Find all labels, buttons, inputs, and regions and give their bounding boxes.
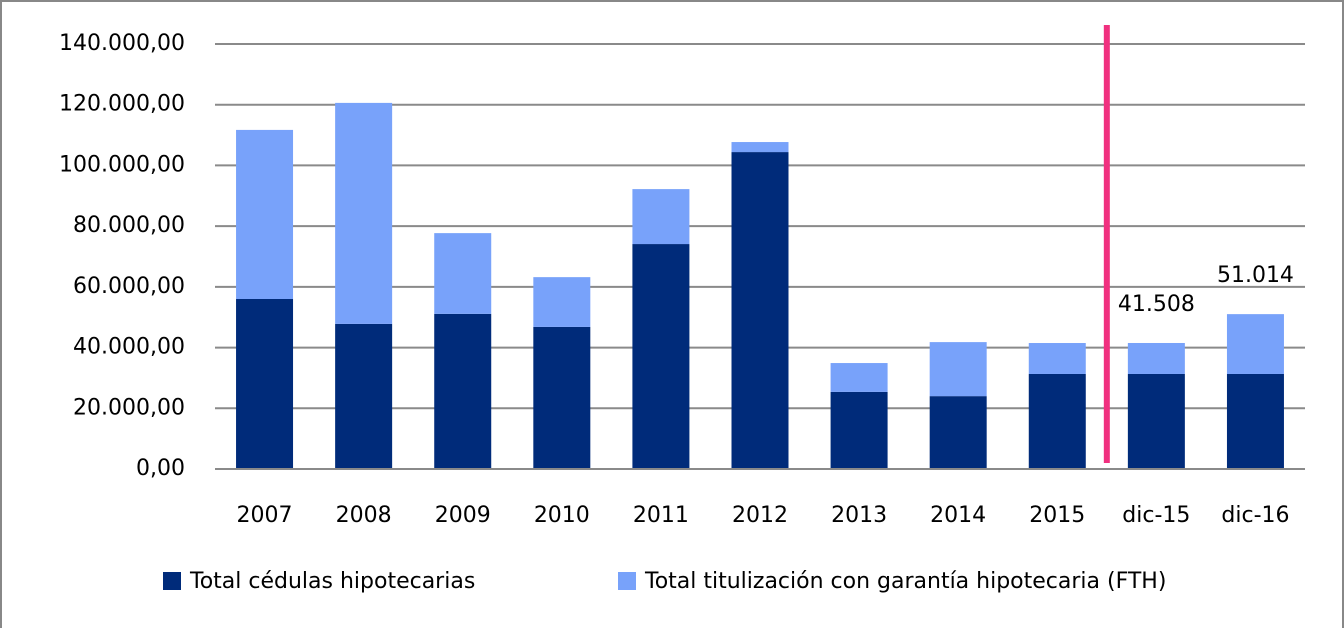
bar-segment xyxy=(434,313,492,469)
x-tick-label: dic-15 xyxy=(1122,503,1190,528)
y-tick-label: 80.000,00 xyxy=(73,213,185,238)
bar-segment xyxy=(929,396,987,469)
y-tick-label: 40.000,00 xyxy=(73,335,185,360)
x-tick-label: 2010 xyxy=(534,503,590,528)
bar-segment xyxy=(830,391,888,469)
bar-segment xyxy=(1226,373,1284,469)
y-tick-label: 60.000,00 xyxy=(73,274,185,299)
x-tick-label: 2012 xyxy=(732,503,788,528)
annotation: 41.508 xyxy=(1118,292,1195,317)
bar-segment xyxy=(1127,342,1185,374)
bar-segment xyxy=(731,152,789,470)
bar-segment xyxy=(1127,373,1185,469)
bar-segment xyxy=(335,102,393,324)
x-tick-label: 2009 xyxy=(435,503,491,528)
y-tick-label: 140.000,00 xyxy=(59,31,185,56)
bar-segment xyxy=(533,277,591,327)
bar-segment xyxy=(434,233,492,314)
bar-segment xyxy=(335,323,393,469)
x-tick-label: 2008 xyxy=(336,503,392,528)
bar-segment xyxy=(1028,373,1086,469)
legend-label: Total titulización con garantía hipoteca… xyxy=(644,569,1166,594)
bar-segment xyxy=(632,189,690,245)
bar-segment xyxy=(236,299,294,469)
y-tick-label: 20.000,00 xyxy=(73,395,185,420)
bar-segment xyxy=(1226,314,1284,374)
bar-segment xyxy=(632,244,690,469)
legend-swatch xyxy=(618,572,636,590)
bar-segment xyxy=(929,342,987,397)
y-tick-label: 100.000,00 xyxy=(59,152,185,177)
legend-label: Total cédulas hipotecarias xyxy=(189,569,475,594)
annotation: 51.014 xyxy=(1217,263,1294,288)
x-tick-label: 2015 xyxy=(1029,503,1085,528)
bar-segment xyxy=(1028,343,1086,374)
x-tick-label: dic-16 xyxy=(1221,503,1289,528)
x-tick-label: 2011 xyxy=(633,503,689,528)
legend-swatch xyxy=(163,572,181,590)
x-tick-label: 2013 xyxy=(831,503,887,528)
bar-segment xyxy=(533,326,591,469)
y-tick-label: 0,00 xyxy=(136,456,185,481)
x-tick-label: 2014 xyxy=(930,503,986,528)
bar-segment xyxy=(731,142,789,153)
bar-segment xyxy=(236,129,294,299)
y-tick-label: 120.000,00 xyxy=(59,92,185,117)
bar-segment xyxy=(830,363,888,392)
x-tick-label: 2007 xyxy=(237,503,293,528)
